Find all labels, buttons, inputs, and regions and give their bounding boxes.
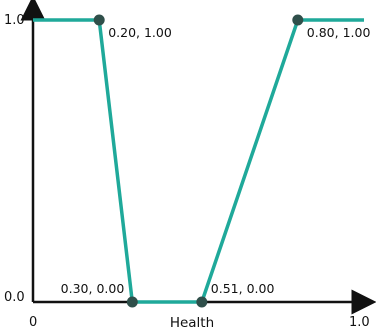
data-point-marker: [126, 296, 138, 308]
series-line-0: [33, 18, 364, 304]
data-point-label: 0.30, 0.00: [61, 281, 125, 296]
data-point-marker: [93, 14, 105, 26]
data-point-label: 0.51, 0.00: [211, 281, 275, 296]
x-tick-label-left: 0: [29, 315, 37, 330]
y-tick-label-bottom: 0.0: [4, 290, 25, 305]
y-tick-label-top: 1.0: [4, 13, 25, 28]
labels-layer: 0.20, 1.00 0.30, 0.00 0.51, 0.00 0.80, 1.00: [61, 25, 371, 296]
axes: [20, 0, 376, 315]
series-layer: [33, 18, 364, 304]
x-tick-label-right: 1.0: [349, 315, 370, 330]
data-point-label: 0.20, 1.00: [108, 25, 172, 40]
data-point-marker: [292, 14, 304, 26]
data-point-marker: [196, 296, 208, 308]
markers-layer: [93, 14, 304, 308]
tick-labels: 1.0 0.0 0 1.0: [4, 13, 370, 330]
data-point-label: 0.80, 1.00: [307, 25, 371, 40]
x-axis-title: Health: [170, 315, 214, 331]
